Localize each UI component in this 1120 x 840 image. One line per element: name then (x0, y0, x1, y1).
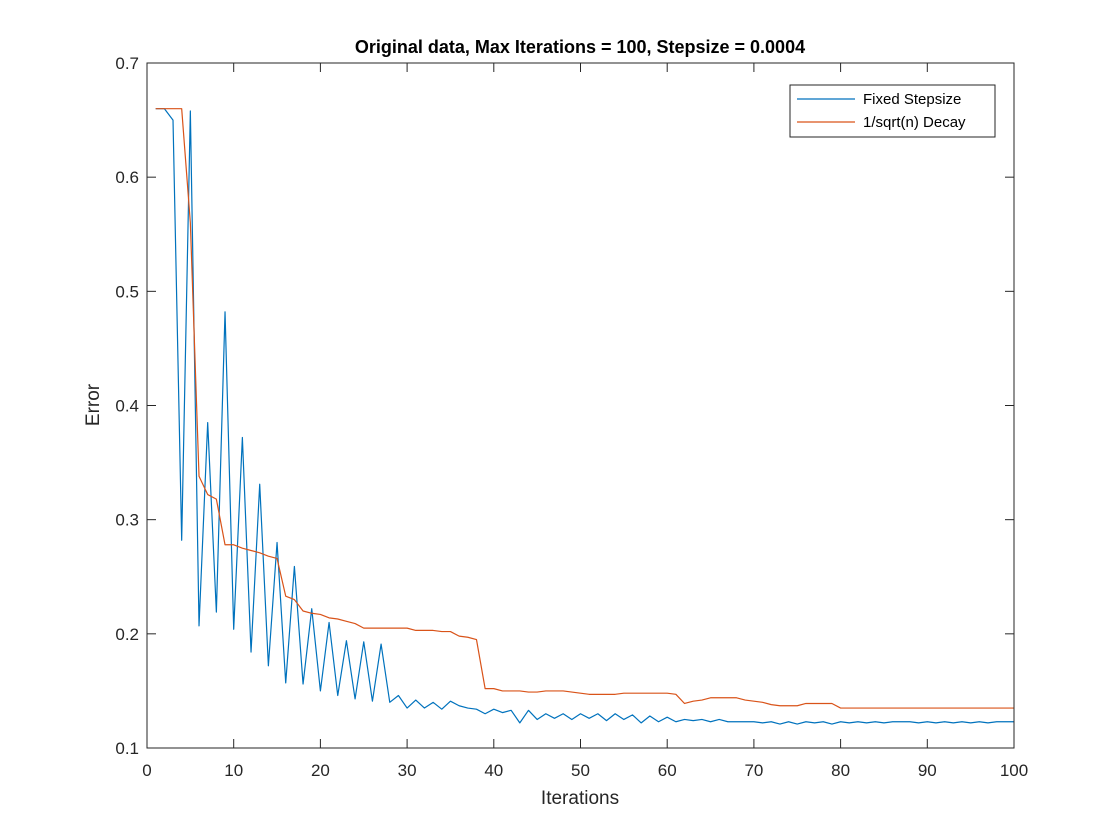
x-tick-label: 10 (224, 761, 243, 780)
x-tick-label: 60 (658, 761, 677, 780)
x-tick-label: 70 (744, 761, 763, 780)
ticks-layer: 0 10 20 30 40 50 60 70 80 90 100 0.1 0.2 0.3 0.4 0.5 0.6… (115, 54, 1028, 780)
x-tick-label: 30 (398, 761, 417, 780)
x-tick-label: 100 (1000, 761, 1028, 780)
legend-entry-sqrt-decay: 1/sqrt(n) Decay (863, 114, 966, 131)
x-tick-label: 80 (831, 761, 850, 780)
y-tick-label: 0.6 (115, 168, 139, 187)
y-tick-label: 0.1 (115, 739, 139, 758)
y-tick-label: 0.5 (115, 282, 139, 301)
x-tick-label: 40 (484, 761, 503, 780)
legend-box (789, 84, 996, 138)
x-axis-label: Iterations (541, 788, 619, 809)
series-line-sqrt-decay (155, 108, 1014, 709)
plot-area (147, 63, 1014, 748)
x-tick-label: 20 (311, 761, 330, 780)
y-axis-label: Error (83, 383, 104, 426)
legend-entry-fixed-stepsize: Fixed Stepsize (863, 91, 961, 108)
y-tick-label: 0.7 (115, 54, 139, 73)
y-tick-label: 0.2 (115, 625, 139, 644)
legend: Fixed Stepsize 1/sqrt(n) Decay (789, 84, 996, 138)
chart-title: Original data, Max Iterations = 100, Ste… (355, 37, 805, 57)
x-tick-label: 90 (918, 761, 937, 780)
series-layer (155, 108, 1014, 725)
series-line-fixed-stepsize (155, 108, 1014, 725)
y-tick-label: 0.3 (115, 511, 139, 530)
plot-background (147, 63, 1014, 748)
x-tick-label: 50 (571, 761, 590, 780)
y-tick-label: 0.4 (115, 397, 139, 416)
x-tick-label: 0 (142, 761, 151, 780)
